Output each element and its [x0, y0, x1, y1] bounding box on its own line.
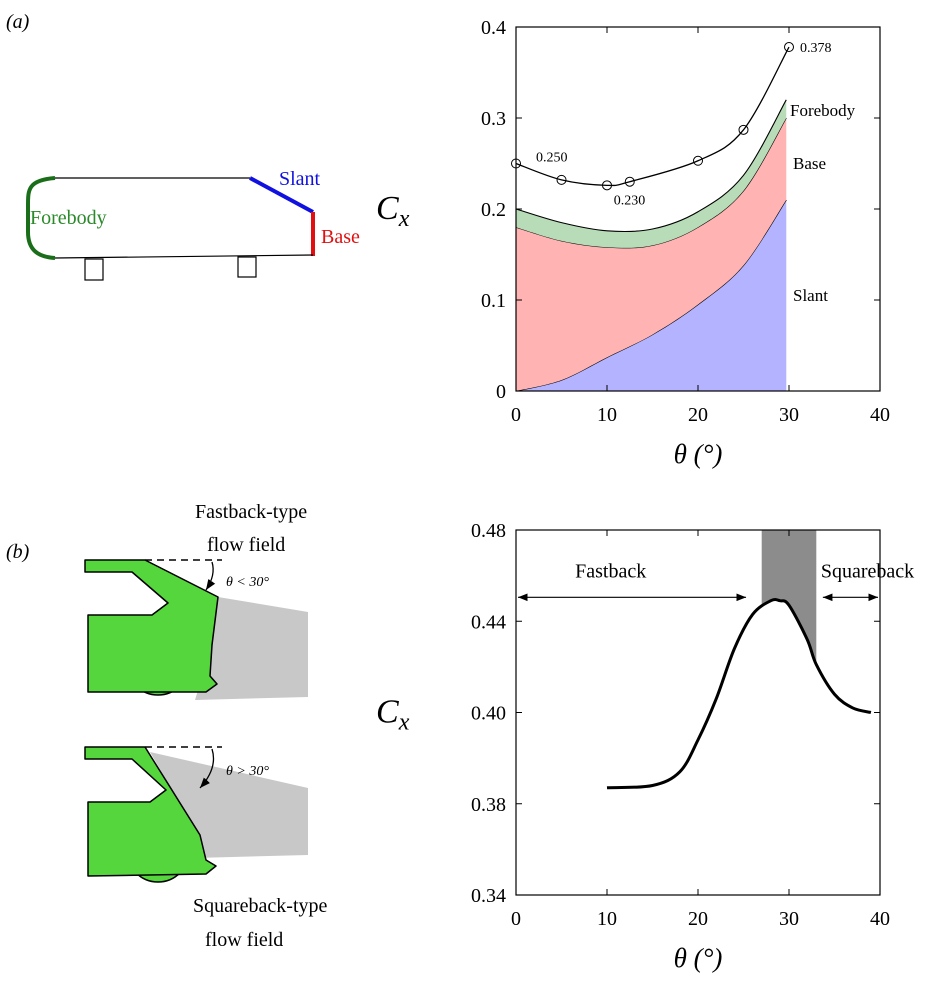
x-axis-label: θ (°) [674, 943, 723, 973]
y-tick-label: 0.48 [471, 520, 506, 542]
area-band [516, 199, 787, 391]
y-tick-label: 0.40 [471, 703, 506, 725]
x-axis-label: θ (°) [674, 439, 723, 469]
marker [738, 124, 749, 135]
y-tick-label: 0.3 [481, 108, 506, 130]
caption: flow field [205, 929, 283, 951]
diagram-label: Forebody [30, 207, 107, 229]
caption: Squareback-type [193, 895, 328, 917]
y-axis-label-main: C [376, 694, 399, 731]
y-axis-label: Cx [376, 694, 410, 736]
x-tick-label: 30 [779, 908, 799, 930]
y-tick-label: 0.44 [471, 611, 506, 633]
marker [602, 180, 612, 191]
y-axis-label: Cx [376, 190, 410, 232]
angle-label: θ > 30° [226, 764, 269, 779]
marker [784, 42, 794, 53]
axes-frame [515, 529, 881, 896]
angle-label: θ < 30° [226, 575, 269, 590]
x-tick-label: 40 [870, 404, 890, 426]
y-tick-label: 0.2 [481, 199, 506, 221]
band-edge [515, 99, 787, 233]
x-tick-label: 0 [511, 404, 521, 426]
y-axis-label-sub: x [398, 206, 410, 232]
x-tick-label: 30 [779, 404, 799, 426]
total-curve [515, 46, 790, 187]
y-axis-label-main: C [376, 190, 399, 227]
x-tick-label: 10 [597, 908, 617, 930]
area-band [516, 99, 787, 248]
marker [624, 176, 635, 187]
caption: Fastback-type [195, 501, 307, 523]
value-label: 0.230 [614, 194, 646, 209]
marker [693, 155, 703, 166]
shaded-range [761, 530, 817, 788]
x-tick-label: 20 [688, 908, 708, 930]
x-tick-label: 10 [597, 404, 617, 426]
diagram-label: Base [321, 226, 360, 248]
line [606, 598, 872, 790]
x-tick-label: 40 [870, 908, 890, 930]
x-tick-label: 20 [688, 404, 708, 426]
marker [556, 174, 567, 185]
diagram-label: Slant [279, 168, 321, 190]
y-tick-label: 0.4 [481, 17, 506, 39]
x-tick-label: 0 [511, 908, 521, 930]
annotation-text: Squareback [821, 560, 914, 582]
series-label: Forebody [790, 101, 856, 120]
fastback-car [84, 559, 308, 700]
panel-label: (a) [6, 11, 30, 33]
y-tick-label: 0.1 [481, 290, 506, 312]
value-label: 0.378 [800, 41, 832, 56]
car-outline [26, 176, 315, 281]
y-tick-label: 0.34 [471, 885, 506, 907]
panel-label: (b) [6, 541, 30, 563]
y-tick-label: 0 [496, 381, 506, 403]
series-label: Slant [793, 286, 828, 305]
area-band [516, 118, 787, 391]
value-label: 0.250 [536, 151, 568, 166]
squareback-car [84, 746, 308, 883]
annotation-text: Fastback [575, 560, 646, 582]
y-tick-label: 0.38 [471, 794, 506, 816]
y-axis-label-sub: x [398, 710, 410, 736]
caption: flow field [207, 534, 285, 556]
series-label: Base [793, 154, 826, 173]
